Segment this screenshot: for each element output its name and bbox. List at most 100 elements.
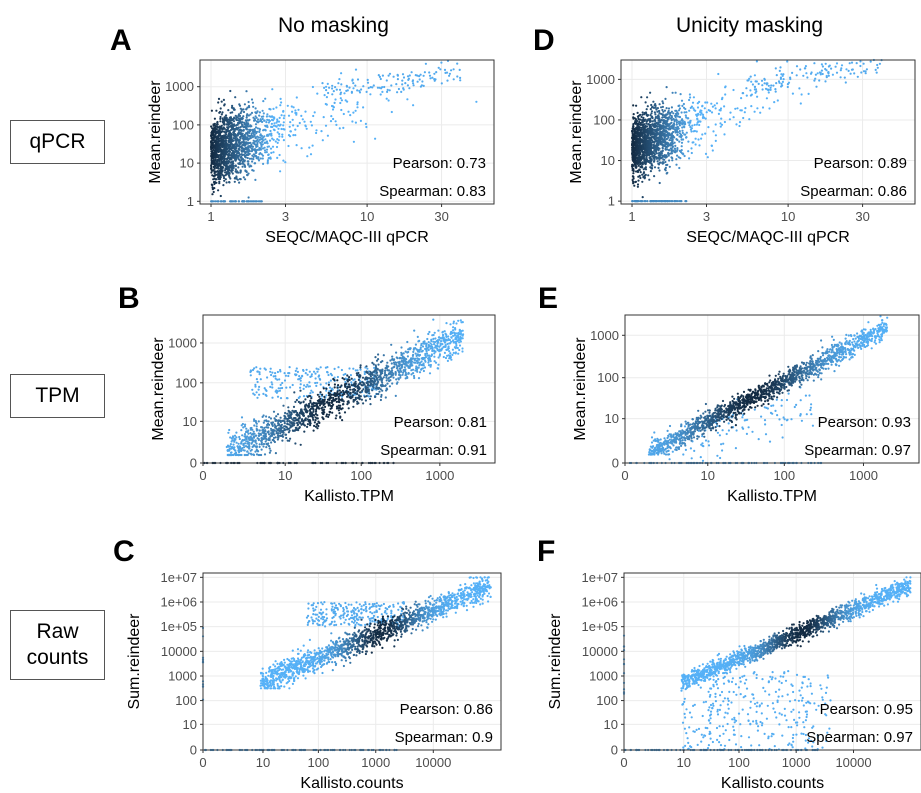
data-point bbox=[249, 369, 252, 372]
data-point bbox=[348, 367, 351, 370]
data-point bbox=[437, 363, 440, 366]
data-point bbox=[366, 367, 369, 370]
data-point bbox=[310, 124, 313, 127]
data-point bbox=[215, 109, 218, 112]
data-point bbox=[263, 141, 266, 144]
data-point bbox=[269, 682, 272, 685]
data-point bbox=[250, 157, 253, 160]
data-point bbox=[253, 119, 256, 122]
data-point bbox=[363, 395, 366, 398]
data-point bbox=[438, 354, 441, 357]
x-axis-label: Kallisto.TPM bbox=[304, 488, 394, 505]
data-point bbox=[454, 599, 457, 602]
data-point bbox=[374, 387, 378, 390]
data-point bbox=[398, 373, 401, 376]
data-point bbox=[431, 604, 434, 607]
data-point bbox=[338, 88, 342, 91]
data-point bbox=[399, 376, 402, 379]
data-point bbox=[264, 138, 267, 141]
row-label-raw-counts: Raw counts bbox=[10, 610, 105, 680]
data-point bbox=[440, 61, 443, 64]
data-point bbox=[255, 378, 258, 381]
data-point bbox=[229, 89, 232, 93]
data-point bbox=[396, 91, 399, 94]
data-point bbox=[253, 436, 256, 439]
data-point bbox=[448, 357, 451, 360]
data-point bbox=[302, 674, 305, 677]
data-point bbox=[450, 358, 453, 361]
data-point bbox=[344, 391, 347, 394]
data-point bbox=[275, 145, 279, 149]
data-point bbox=[418, 75, 421, 78]
data-point bbox=[377, 353, 380, 356]
data-point bbox=[210, 141, 213, 144]
data-point bbox=[328, 86, 331, 89]
data-point bbox=[406, 98, 409, 101]
data-point bbox=[271, 424, 274, 427]
data-point bbox=[238, 177, 242, 181]
data-point bbox=[452, 334, 455, 337]
data-point bbox=[261, 675, 265, 678]
data-point bbox=[316, 414, 319, 417]
data-point bbox=[442, 616, 445, 619]
data-point bbox=[241, 125, 244, 128]
data-point bbox=[363, 372, 366, 376]
data-point bbox=[211, 193, 214, 196]
y-tick-label: 1000 bbox=[168, 335, 197, 350]
data-point bbox=[420, 357, 423, 360]
data-point bbox=[384, 367, 387, 370]
data-point bbox=[378, 607, 381, 611]
data-point bbox=[385, 364, 388, 367]
data-point bbox=[249, 200, 252, 203]
data-point bbox=[296, 370, 299, 373]
data-point bbox=[459, 319, 462, 322]
data-point bbox=[395, 367, 399, 370]
data-point bbox=[280, 127, 283, 131]
data-point bbox=[230, 106, 234, 109]
data-point bbox=[348, 396, 351, 399]
data-point bbox=[327, 394, 331, 397]
data-point bbox=[306, 410, 309, 413]
data-point bbox=[313, 649, 316, 652]
data-point bbox=[242, 176, 245, 179]
data-point bbox=[256, 380, 259, 384]
data-point bbox=[354, 84, 357, 87]
data-point bbox=[266, 145, 269, 148]
data-point bbox=[379, 77, 382, 81]
data-point bbox=[244, 119, 247, 122]
data-point bbox=[464, 583, 467, 586]
data-point bbox=[270, 125, 273, 128]
data-point bbox=[291, 118, 294, 121]
data-point bbox=[372, 604, 375, 608]
data-point bbox=[449, 323, 452, 326]
data-point bbox=[250, 448, 253, 451]
data-point bbox=[266, 682, 269, 685]
data-point bbox=[397, 361, 400, 364]
data-point bbox=[394, 370, 397, 374]
data-point bbox=[465, 604, 468, 607]
data-point bbox=[312, 429, 315, 432]
data-point bbox=[340, 623, 343, 626]
data-point bbox=[386, 369, 389, 372]
data-point bbox=[222, 156, 225, 160]
data-point bbox=[231, 104, 234, 107]
data-point bbox=[283, 128, 286, 131]
data-point bbox=[330, 104, 334, 108]
data-point bbox=[432, 318, 435, 321]
data-point bbox=[235, 441, 238, 444]
data-point bbox=[456, 593, 459, 596]
data-point bbox=[298, 375, 301, 378]
data-point bbox=[470, 584, 473, 587]
data-point bbox=[289, 386, 292, 389]
data-point bbox=[392, 361, 396, 364]
data-point bbox=[428, 71, 431, 74]
data-point bbox=[443, 598, 446, 601]
data-point bbox=[337, 366, 340, 369]
y-tick-label: 1 bbox=[187, 194, 194, 209]
data-point bbox=[314, 381, 317, 385]
data-point bbox=[303, 384, 306, 387]
data-point bbox=[349, 114, 352, 117]
data-point bbox=[283, 422, 286, 425]
data-point bbox=[210, 150, 213, 153]
data-point bbox=[288, 372, 291, 375]
